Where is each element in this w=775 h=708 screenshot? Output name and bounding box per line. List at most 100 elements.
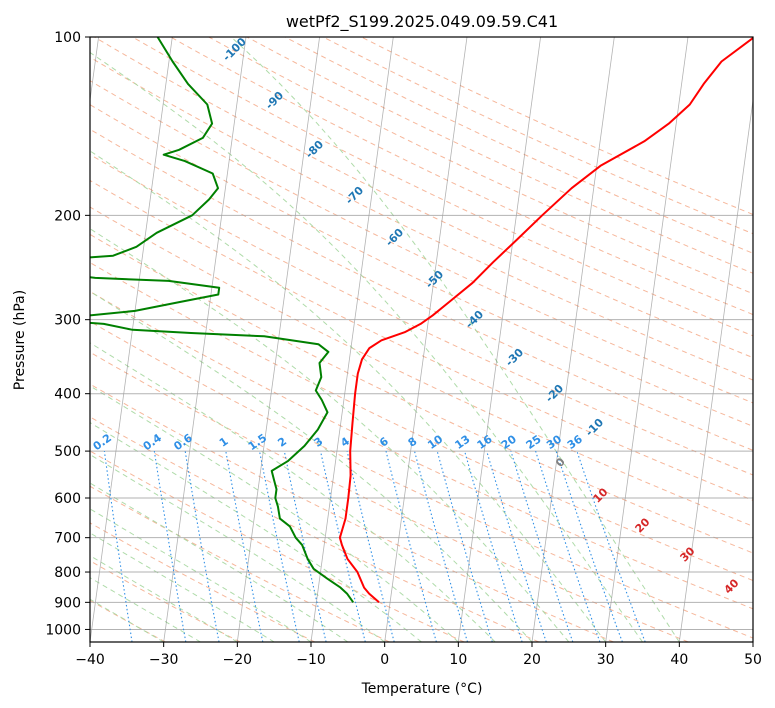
dry-adiabat-label: -20 bbox=[543, 382, 566, 405]
dry-adiabat-label: -10 bbox=[583, 416, 606, 439]
y-tick-label: 900 bbox=[54, 595, 81, 611]
y-tick-label: 300 bbox=[54, 313, 81, 329]
isotherm-line bbox=[310, 37, 394, 642]
moist-adiabat-label: 40 bbox=[722, 576, 742, 596]
y-tick-label: 700 bbox=[54, 531, 81, 547]
y-tick-label: 200 bbox=[54, 208, 81, 224]
dry-adiabat-line bbox=[90, 416, 540, 642]
moist-adiabat-line bbox=[90, 598, 164, 642]
mixing-ratio-label: 10 bbox=[425, 432, 445, 452]
mixing-ratio-line bbox=[283, 450, 327, 642]
dry-adiabat-line bbox=[90, 153, 753, 476]
moist-adiabat-line bbox=[90, 555, 238, 642]
mixing-ratio-line bbox=[258, 450, 300, 642]
dry-adiabat-label: -100 bbox=[220, 35, 249, 64]
moist-adiabat-line bbox=[230, 37, 680, 642]
x-tick-label: −30 bbox=[149, 652, 179, 668]
dry-adiabat-line bbox=[208, 37, 753, 295]
x-tick-label: 10 bbox=[449, 652, 467, 668]
x-axis-label: Temperature (°C) bbox=[361, 681, 483, 697]
dry-adiabat-line bbox=[90, 450, 465, 642]
dry-adiabat-line bbox=[90, 351, 689, 642]
mixing-ratio-label: 13 bbox=[453, 433, 473, 452]
dry-adiabat-label: -90 bbox=[263, 89, 286, 112]
dry-adiabat-label: -60 bbox=[383, 226, 406, 249]
isotherm-line bbox=[163, 37, 247, 642]
dry-adiabat-label: -40 bbox=[463, 308, 486, 331]
moist-adiabat-label: 10 bbox=[591, 485, 611, 505]
mixing-ratio-label: 25 bbox=[524, 433, 544, 452]
dry-adiabat-line bbox=[94, 37, 753, 359]
moist-adiabat-label: 30 bbox=[678, 544, 698, 564]
mixing-ratio-line bbox=[346, 450, 395, 642]
mixing-ratio-label: 30 bbox=[544, 432, 564, 452]
dry-adiabat-line bbox=[90, 80, 753, 404]
dry-adiabat-line bbox=[90, 383, 614, 642]
y-tick-label: 800 bbox=[54, 565, 81, 581]
dry-adiabat-line bbox=[90, 206, 753, 527]
mixing-ratio-label: 3 bbox=[312, 435, 326, 450]
x-tick-label: 0 bbox=[380, 652, 389, 668]
dry-adiabat-label: -70 bbox=[343, 184, 366, 207]
isotherm-line bbox=[384, 37, 468, 642]
dry-adiabat-line bbox=[132, 37, 753, 337]
temperature-line bbox=[338, 37, 753, 604]
y-tick-label: 500 bbox=[54, 444, 81, 460]
mixing-ratio-label: 0.4 bbox=[141, 431, 165, 453]
moist-adiabat-line bbox=[90, 342, 496, 642]
plot-frame bbox=[89, 36, 754, 643]
mixing-ratio-label: 20 bbox=[499, 432, 519, 452]
dry-adiabat-line bbox=[90, 522, 315, 642]
isotherm-line bbox=[457, 37, 541, 642]
x-tick-label: 20 bbox=[523, 652, 541, 668]
dry-adiabat-line bbox=[246, 37, 753, 274]
moist-adiabat-line bbox=[90, 150, 607, 642]
isotherm-line bbox=[236, 37, 320, 642]
y-tick-label: 1000 bbox=[45, 622, 81, 638]
mixing-ratio-line bbox=[413, 450, 469, 642]
isotherm-line bbox=[605, 37, 689, 642]
moist-adiabat-line bbox=[90, 51, 643, 642]
mixing-ratio-line bbox=[184, 451, 220, 642]
moist-adiabat-line bbox=[90, 508, 312, 642]
y-tick-label: 400 bbox=[54, 387, 81, 403]
x-tick-label: 30 bbox=[597, 652, 615, 668]
dry-adiabat-line bbox=[90, 104, 753, 427]
x-tick-label: 40 bbox=[670, 652, 688, 668]
dry-adiabat-line bbox=[90, 261, 753, 582]
moist-adiabat-line bbox=[90, 453, 385, 642]
y-axis-label: Pressure (hPa) bbox=[12, 290, 28, 390]
x-tick-label: −40 bbox=[75, 652, 105, 668]
mixing-ratio-label: 8 bbox=[406, 435, 420, 450]
mixing-ratio-line bbox=[464, 450, 523, 642]
dry-adiabat-line bbox=[90, 290, 753, 610]
dry-adiabat-line bbox=[90, 485, 390, 642]
moist-adiabat-line bbox=[90, 577, 201, 642]
grid-layer bbox=[90, 37, 753, 642]
x-tick-label: −10 bbox=[296, 652, 326, 668]
series-layer bbox=[90, 37, 753, 604]
mixing-ratio-line bbox=[535, 450, 601, 642]
mixing-ratio-line bbox=[319, 450, 366, 642]
isotherm-line bbox=[752, 639, 753, 642]
dry-adiabat-line bbox=[284, 37, 753, 254]
moist-adiabat-line bbox=[90, 482, 349, 642]
mixing-ratio-line bbox=[385, 450, 437, 642]
isotherm-line bbox=[90, 37, 99, 104]
dry-adiabat-label: -80 bbox=[303, 138, 326, 161]
mixing-ratio-line bbox=[510, 450, 574, 642]
chart-title: wetPf2_S199.2025.049.09.59.C41 bbox=[286, 12, 558, 32]
y-tick-label: 100 bbox=[54, 30, 81, 46]
mixing-ratio-line bbox=[576, 450, 646, 642]
isotherm-line bbox=[531, 37, 615, 642]
isotherm-line bbox=[90, 37, 173, 642]
isotherm-line bbox=[678, 97, 753, 642]
mixing-ratio-label: 0.2 bbox=[91, 431, 114, 453]
dry-adiabat-line bbox=[90, 56, 753, 381]
mixing-ratio-line bbox=[486, 450, 547, 642]
dry-adiabat-line bbox=[322, 37, 753, 235]
dry-adiabat-line bbox=[90, 233, 753, 554]
mixing-ratio-label: 2 bbox=[275, 435, 289, 450]
